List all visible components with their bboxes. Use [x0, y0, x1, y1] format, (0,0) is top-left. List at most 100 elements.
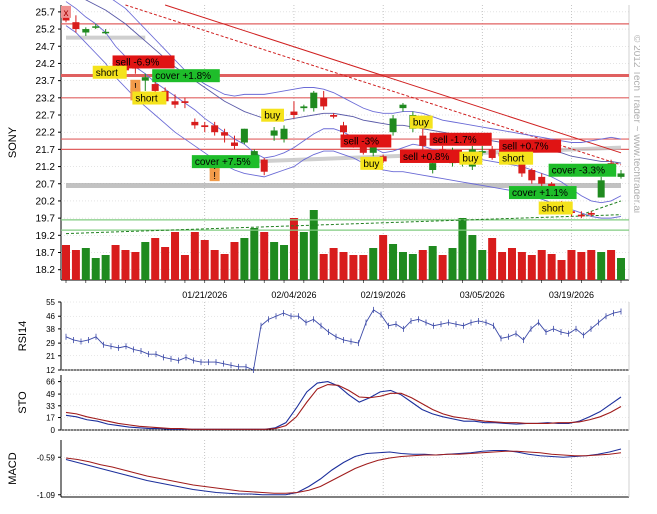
x-tick-label: 02/19/2026	[361, 290, 406, 300]
trend-line	[125, 4, 622, 166]
volume-bar	[240, 238, 249, 280]
candle-body	[230, 142, 238, 146]
signal-label: short	[542, 204, 564, 215]
price-y-tick-label: 21.2	[36, 162, 56, 173]
x-tick-label: 02/04/2026	[271, 290, 316, 300]
volume-bar	[478, 250, 487, 280]
candle-body	[330, 115, 338, 117]
x-tick-label: 01/21/2026	[182, 290, 227, 300]
candle-body	[528, 170, 536, 181]
volume-bar	[91, 258, 100, 280]
signal-label-box	[499, 139, 562, 153]
signal-label-box	[538, 201, 573, 215]
sto-line	[65, 381, 622, 430]
x-tick-label: 03/05/2026	[460, 290, 505, 300]
signal-marker	[130, 79, 141, 92]
candle-body	[538, 176, 546, 184]
signal-label: cover +1.8%	[155, 71, 211, 82]
volume-bar	[151, 238, 160, 280]
signal-label-box	[399, 149, 462, 163]
price-y-axis-title: SONY	[7, 126, 19, 158]
volume-bar	[62, 245, 70, 280]
signal-label: cover +1.1%	[512, 188, 568, 199]
candle-body	[518, 163, 526, 174]
signal-label: buy	[413, 118, 429, 129]
price-y-tick-label: 19.7	[36, 214, 56, 225]
candle-body	[221, 132, 229, 136]
candle-body	[181, 101, 189, 103]
volume-bar	[507, 248, 516, 280]
candle-body	[211, 125, 219, 133]
candle-body	[587, 212, 595, 215]
volume-bar	[379, 235, 388, 280]
volume-bar	[299, 232, 308, 280]
trend-line	[164, 4, 622, 154]
candle-body	[478, 151, 486, 153]
volume-bar	[339, 252, 348, 280]
volume-bar	[587, 250, 596, 280]
macd-line	[65, 448, 622, 496]
signal-label: buy	[363, 159, 379, 170]
rsi-y-tick-label: 29	[46, 339, 55, 348]
sto-y-tick-label: 33	[46, 402, 55, 411]
signal-label: sell +0.8%	[403, 152, 450, 163]
volume-bar	[557, 260, 566, 280]
sto-y-tick-label: 17	[46, 414, 55, 423]
volume-bar	[220, 254, 229, 280]
volume-bar	[537, 250, 546, 280]
price-y-tick-label: 23.2	[36, 93, 56, 104]
signal-label: cover -3.3%	[552, 166, 605, 177]
volume-bar	[131, 252, 140, 280]
signal-label-box	[92, 65, 127, 79]
candle-body	[270, 130, 278, 136]
candle-body	[201, 125, 209, 128]
signal-marker	[209, 169, 220, 182]
volume-bar	[101, 255, 110, 280]
signal-label-box	[360, 156, 384, 170]
signal-label-box	[152, 69, 220, 83]
volume-bar	[230, 242, 239, 280]
sto-y-tick-label: 66	[46, 378, 55, 387]
candle-body	[151, 84, 159, 91]
candle-body	[92, 26, 100, 28]
candle-body	[191, 121, 199, 126]
price-y-tick-label: 21.7	[36, 145, 56, 156]
signal-label: sell -1.7%	[433, 135, 477, 146]
rsi-y-axis-title: RSI14	[17, 321, 29, 352]
signal-label-box	[429, 132, 492, 146]
volume-bar	[190, 232, 199, 280]
volume-bar	[319, 254, 328, 280]
candle-body	[320, 97, 328, 107]
candle-body	[617, 173, 625, 177]
volume-bar	[111, 245, 120, 280]
rsi-y-tick-label: 21	[46, 352, 55, 361]
rsi-y-tick-label: 55	[46, 298, 55, 307]
volume-bar	[567, 250, 576, 280]
candle-body	[82, 29, 90, 33]
price-y-tick-label: 18.7	[36, 248, 56, 259]
candle-body	[290, 111, 298, 115]
volume-bar	[359, 255, 368, 280]
candle-body	[240, 128, 248, 143]
signal-label-box	[548, 163, 617, 177]
price-y-tick-label: 23.7	[36, 76, 56, 87]
price-y-tick-label: 19.2	[36, 231, 56, 242]
candle-body	[72, 22, 80, 30]
signal-label: short	[135, 94, 157, 105]
signal-label: buy	[264, 111, 280, 122]
signal-marker-label: x	[64, 8, 69, 19]
rsi-y-tick-label: 46	[46, 312, 55, 321]
rsi-y-tick-label: 12	[46, 366, 55, 375]
volume-bar	[81, 248, 90, 280]
volume-bar	[210, 250, 219, 280]
volume-bar	[200, 240, 209, 280]
signal-label-box	[132, 91, 167, 105]
candle-body	[102, 31, 110, 34]
candle-body	[419, 135, 427, 146]
volume-bar	[398, 252, 407, 280]
volume-bar	[408, 254, 417, 280]
sto-y-tick-label: 49	[46, 390, 55, 399]
signal-label-box	[261, 108, 285, 122]
volume-bar	[458, 218, 467, 280]
sto-y-axis-title: STO	[17, 391, 29, 414]
